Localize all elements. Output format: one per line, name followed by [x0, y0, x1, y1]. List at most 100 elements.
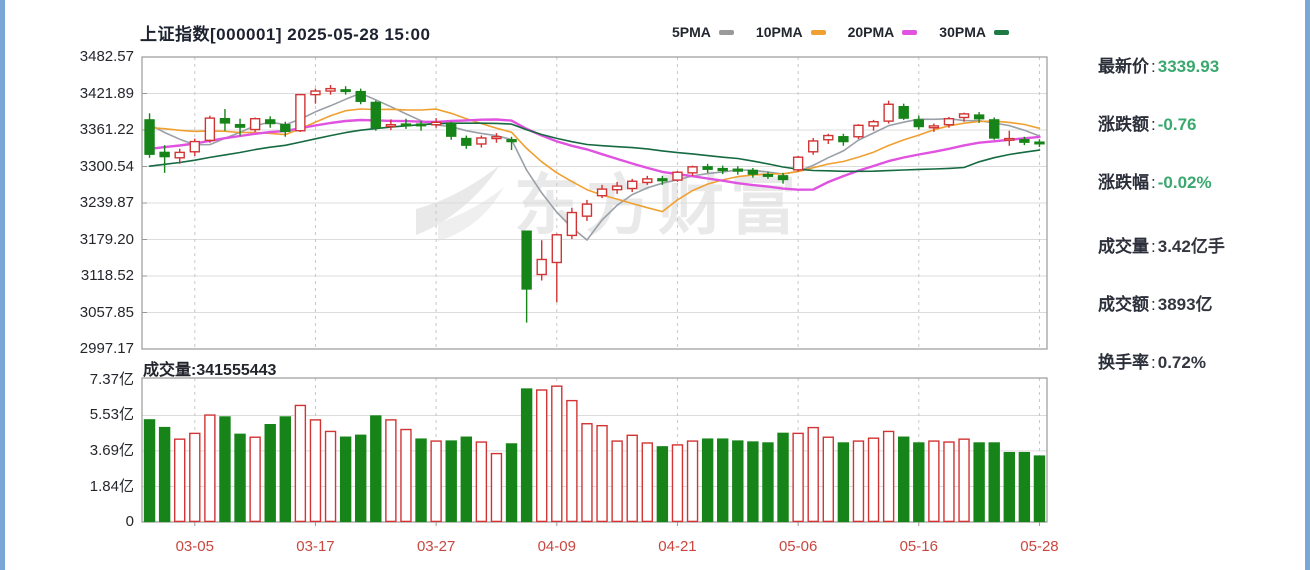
candlestick — [627, 178, 638, 193]
volume-bar — [686, 440, 699, 523]
candlestick — [340, 86, 351, 95]
volume-bar — [385, 419, 397, 523]
volume-chart-canvas[interactable] — [141, 377, 1048, 526]
candlestick — [385, 119, 397, 131]
volume-bar — [460, 436, 472, 523]
volume-title-label: 成交量 — [143, 362, 192, 379]
candlestick — [838, 133, 849, 146]
candlestick — [174, 148, 185, 164]
legend-label: 30PMA — [939, 24, 986, 40]
candlestick — [596, 184, 608, 199]
stat-separator: : — [1151, 115, 1156, 134]
candlestick — [551, 233, 562, 303]
volume-bar — [566, 399, 578, 523]
main-chart-canvas[interactable] — [141, 56, 1048, 350]
stat-value: 0.72% — [1157, 353, 1206, 372]
candlestick — [521, 230, 532, 323]
volume-bar — [264, 424, 276, 523]
stat-separator: : — [1151, 173, 1156, 192]
volume-bar — [1033, 455, 1046, 523]
candlestick — [792, 155, 804, 172]
volume-bar — [355, 434, 367, 523]
candlestick — [189, 138, 200, 156]
date-axis-label: 04-09 — [537, 538, 576, 555]
candlestick — [295, 93, 306, 132]
legend-label: 20PMA — [847, 24, 895, 40]
volume-title: 成交量:341555443 — [143, 356, 276, 380]
volume-bar — [656, 446, 669, 523]
volume-bar — [837, 442, 850, 523]
candlestick — [732, 166, 743, 175]
candlestick — [325, 85, 336, 95]
candlestick — [249, 117, 261, 132]
volume-axis-label: 3.69亿 — [89, 441, 134, 459]
volume-bar — [581, 423, 593, 523]
volume-bar — [189, 432, 201, 523]
candlestick — [883, 100, 894, 124]
price-axis-label: 3057.85 — [79, 303, 134, 321]
candlestick — [1019, 136, 1030, 146]
candlestick — [823, 133, 834, 144]
stat-value: 3339.93 — [1157, 57, 1220, 76]
date-axis-label: 05-28 — [1020, 538, 1059, 555]
candlestick — [687, 165, 698, 176]
candlestick — [234, 118, 246, 136]
volume-bar — [867, 437, 880, 523]
legend-swatch — [902, 29, 918, 35]
candlestick — [657, 175, 668, 185]
volume-bar — [324, 430, 337, 523]
volume-bar — [1018, 451, 1031, 523]
legend-label: 5PMA — [672, 24, 711, 40]
candlestick — [943, 116, 955, 128]
volume-bar — [732, 440, 744, 523]
candlestick — [853, 124, 864, 140]
volume-bar — [249, 436, 261, 523]
volume-axis-label: 7.37亿 — [89, 371, 134, 388]
candlestick — [702, 163, 713, 173]
volume-bar — [747, 441, 759, 523]
legend-item: 20PMA — [848, 24, 918, 40]
stat-row: 涨跌额 : -0.76 — [1098, 110, 1196, 135]
candlestick — [898, 103, 909, 120]
date-axis-label: 05-06 — [778, 538, 818, 555]
candlestick — [958, 112, 970, 122]
candlestick — [506, 136, 517, 150]
volume-bar — [988, 442, 1000, 523]
stat-label: 换手率 — [1098, 353, 1149, 372]
candlestick — [400, 118, 412, 129]
candlestick — [446, 121, 457, 140]
volume-bar — [370, 415, 382, 523]
stat-value: 3893亿 — [1157, 295, 1213, 314]
volume-bar — [671, 444, 684, 523]
stat-row: 换手率 : 0.72% — [1098, 348, 1206, 373]
date-axis-label: 03-17 — [296, 538, 335, 555]
stat-row: 涨跌幅 : -0.02% — [1098, 168, 1212, 193]
candlestick — [370, 100, 381, 131]
stat-row: 最新价 : 3339.93 — [1098, 52, 1219, 77]
volume-bar — [339, 436, 352, 523]
volume-bar — [611, 440, 623, 523]
legend-item: 10PMA — [756, 24, 826, 40]
ma-line-30 — [148, 122, 1041, 173]
volume-title-value: 341555443 — [196, 362, 277, 379]
legend-swatch — [810, 29, 826, 35]
volume-bar — [490, 452, 503, 523]
volume-bar — [475, 441, 488, 523]
candlestick — [581, 199, 593, 221]
legend-item: 30PMA — [939, 24, 1009, 40]
date-axis-label: 03-27 — [416, 538, 456, 555]
volume-bar — [807, 426, 819, 523]
volume-bar — [626, 434, 638, 523]
candlestick — [144, 113, 155, 158]
volume-bar — [505, 443, 518, 523]
candlestick — [928, 123, 940, 132]
candlestick — [989, 117, 1000, 140]
price-axis-label: 3361.22 — [79, 121, 134, 138]
volume-bar — [958, 438, 970, 523]
candlestick — [280, 121, 291, 137]
volume-bar — [551, 385, 563, 523]
volume-bar — [913, 442, 925, 523]
volume-bar — [762, 442, 774, 523]
ma-legend: 5PMA 10PMA 20PMA 30PMA — [672, 24, 1009, 40]
